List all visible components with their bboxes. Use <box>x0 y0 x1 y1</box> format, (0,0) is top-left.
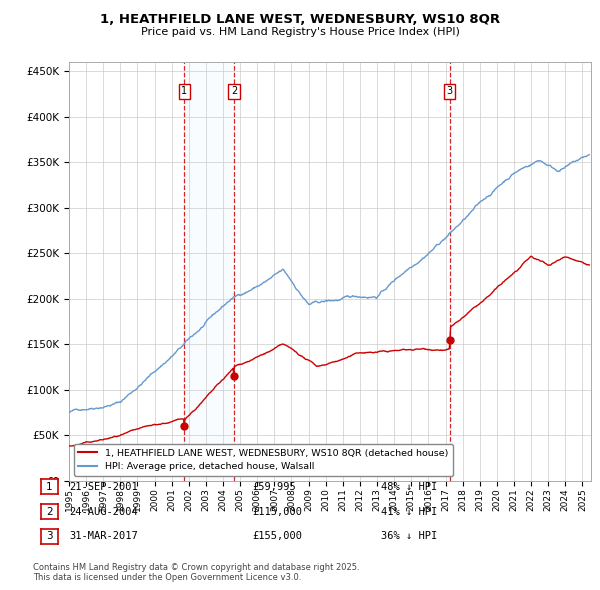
Text: Contains HM Land Registry data © Crown copyright and database right 2025.
This d: Contains HM Land Registry data © Crown c… <box>33 563 359 582</box>
Text: 21-SEP-2001: 21-SEP-2001 <box>69 482 138 491</box>
Text: 3: 3 <box>447 86 453 96</box>
Text: 36% ↓ HPI: 36% ↓ HPI <box>381 532 437 541</box>
Text: £59,995: £59,995 <box>252 482 296 491</box>
Text: 1: 1 <box>46 482 53 491</box>
Text: 3: 3 <box>46 532 53 541</box>
Text: 48% ↓ HPI: 48% ↓ HPI <box>381 482 437 491</box>
Text: 1: 1 <box>181 86 187 96</box>
Text: 2: 2 <box>46 507 53 516</box>
Text: 41% ↓ HPI: 41% ↓ HPI <box>381 507 437 516</box>
Bar <box>184 62 234 481</box>
Text: 1, HEATHFIELD LANE WEST, WEDNESBURY, WS10 8QR: 1, HEATHFIELD LANE WEST, WEDNESBURY, WS1… <box>100 13 500 26</box>
Text: 31-MAR-2017: 31-MAR-2017 <box>69 532 138 541</box>
Text: 24-AUG-2004: 24-AUG-2004 <box>69 507 138 516</box>
Text: Price paid vs. HM Land Registry's House Price Index (HPI): Price paid vs. HM Land Registry's House … <box>140 27 460 37</box>
Legend: 1, HEATHFIELD LANE WEST, WEDNESBURY, WS10 8QR (detached house), HPI: Average pri: 1, HEATHFIELD LANE WEST, WEDNESBURY, WS1… <box>74 444 453 476</box>
Text: £115,000: £115,000 <box>252 507 302 516</box>
Text: 2: 2 <box>231 86 237 96</box>
Bar <box>450 62 455 481</box>
Text: £155,000: £155,000 <box>252 532 302 541</box>
